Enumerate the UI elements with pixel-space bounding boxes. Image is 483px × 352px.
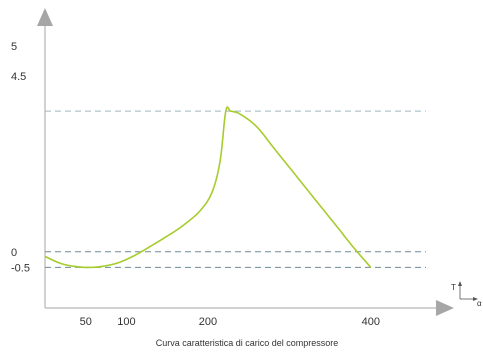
axis-glyph-icon: T α	[451, 281, 482, 308]
x-tick-label: 400	[362, 316, 380, 328]
x-tick-label: 200	[199, 316, 217, 328]
y-tick-label: -0.5	[11, 262, 30, 274]
chart-caption: Curva caratteristica di carico del compr…	[156, 338, 339, 348]
x-axis-arrow	[436, 300, 454, 316]
glyph-label-top: T	[451, 283, 456, 292]
reference-lines	[45, 110, 426, 268]
x-tick-label: 100	[117, 316, 135, 328]
glyph-label-right: α	[477, 299, 482, 308]
y-axis-arrow	[37, 8, 53, 26]
y-tick-label: 0	[11, 247, 17, 259]
load-curve	[44, 106, 372, 269]
y-tick-label: 5	[11, 41, 17, 53]
axes	[37, 8, 454, 316]
x-tick-labels: 50 100 200 400	[80, 316, 380, 328]
x-tick-label: 50	[80, 316, 92, 328]
y-tick-label: 4.5	[11, 71, 26, 83]
y-tick-labels: 5 4.5 0 -0.5	[11, 41, 30, 274]
